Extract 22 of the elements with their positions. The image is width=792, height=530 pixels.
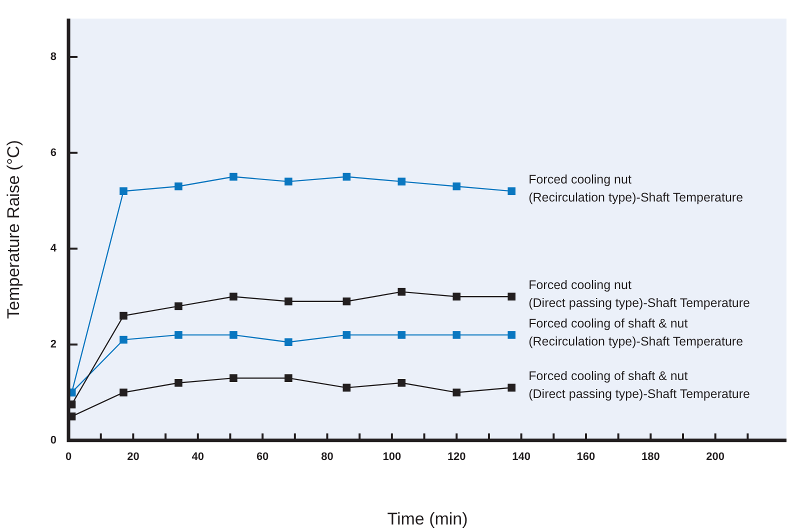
- x-tick-label: 100: [382, 451, 402, 464]
- y-tick-label: 8: [50, 50, 57, 63]
- series-label: Forced cooling of shaft & nut (Recirculation type)-Shaft Temperature: [528, 316, 744, 348]
- x-axis-title: Time (min): [387, 509, 468, 528]
- x-tick-label: 40: [192, 451, 204, 464]
- x-tick-label: 80: [321, 451, 334, 464]
- y-tick-label: 0: [50, 434, 57, 446]
- x-tick-label: 60: [256, 451, 269, 464]
- y-tick-label: 2: [50, 338, 57, 351]
- x-tick-label: 180: [641, 451, 660, 464]
- x-tick-label: 120: [447, 451, 466, 464]
- series-label: Forced cooling nut (Direct passing type)-Shaft Temperature: [528, 278, 750, 310]
- series-label: Forced cooling of shaft & nut (Direct passing type)-Shaft Temperature: [528, 369, 750, 402]
- y-axis-title: Temperature Raise (°C): [4, 140, 23, 319]
- x-tick-label: 0: [65, 451, 72, 464]
- x-tick-label: 160: [576, 451, 596, 464]
- x-tick-label: 200: [706, 451, 725, 464]
- series-label: Forced cooling nut (Recirculation type)-Shaft Temperature: [528, 172, 744, 205]
- x-tick-label: 140: [512, 451, 530, 464]
- x-tick-label: 20: [127, 451, 140, 464]
- y-tick-label: 6: [50, 146, 57, 159]
- y-tick-label: 4: [50, 242, 58, 255]
